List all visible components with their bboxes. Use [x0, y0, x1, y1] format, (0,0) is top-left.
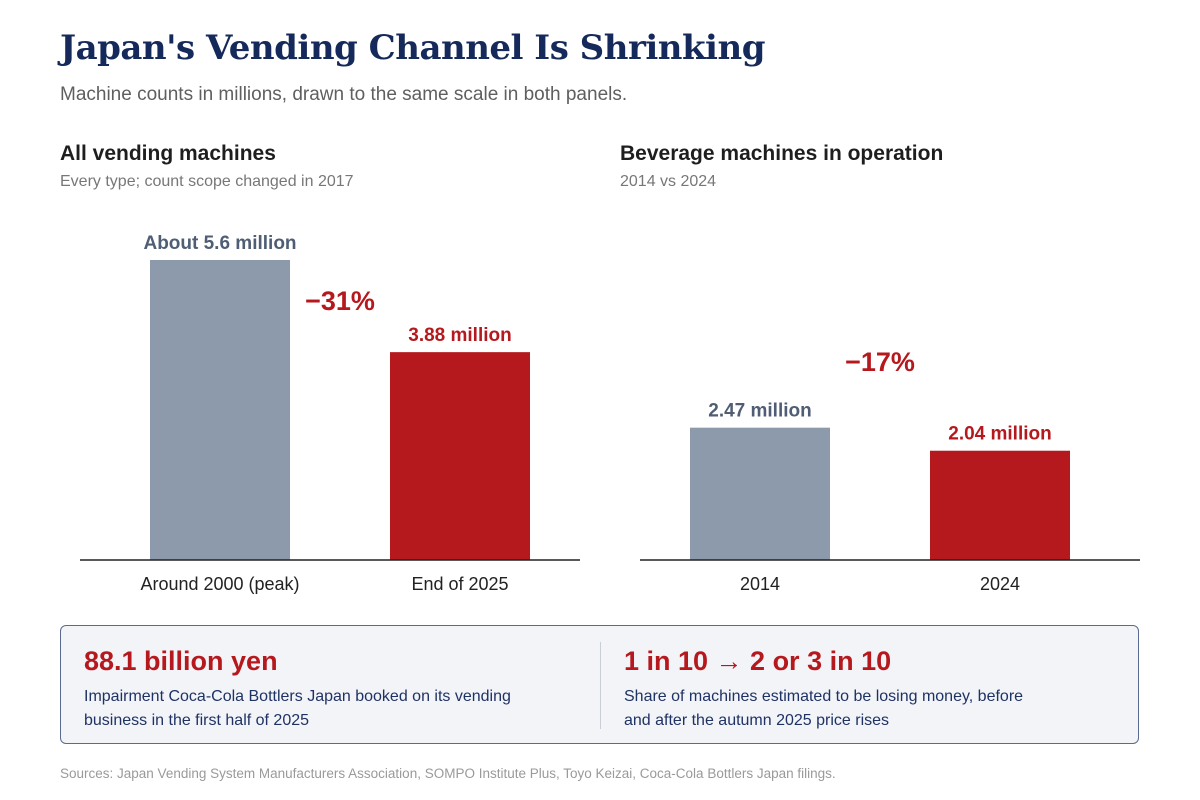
bar-value-label: 2.04 million	[948, 424, 1051, 445]
bar	[690, 427, 830, 560]
panel-subtitle-all-machines: Every type; count scope changed in 2017	[60, 173, 354, 190]
category-tick-label: End of 2025	[411, 574, 508, 594]
bar	[930, 450, 1070, 560]
percent-change-label: −17%	[845, 347, 915, 377]
category-tick-label: 2014	[740, 574, 780, 594]
bar	[150, 260, 290, 560]
callout-stat: 1 in 10 → 2 or 3 in 10	[624, 646, 892, 676]
sources-note: Sources: Japan Vending System Manufactur…	[60, 766, 836, 781]
category-tick-label: 2024	[980, 574, 1020, 594]
category-tick-label: Around 2000 (peak)	[140, 574, 299, 594]
callout-description: Impairment Coca-Cola Bottlers Japan book…	[84, 688, 511, 729]
percent-change-label: −31%	[305, 286, 375, 316]
bar	[390, 352, 530, 560]
bar-charts: About 5.6 million Around 2000 (peak) 3.88 …	[80, 233, 1140, 594]
callout-stat: 88.1 billion yen	[84, 646, 278, 676]
page-title: Japan's Vending Channel Is Shrinking	[60, 28, 765, 68]
panel-title-beverage-machines: Beverage machines in operation	[620, 142, 944, 165]
bar-value-label: 2.47 million	[708, 401, 811, 422]
bar-value-label: 3.88 million	[408, 325, 511, 346]
callout-box: 88.1 billion yen Impairment Coca-Cola Bo…	[60, 625, 1139, 744]
callout-divider	[600, 642, 601, 729]
panel-title-all-machines: All vending machines	[60, 142, 276, 165]
bar-value-label: About 5.6 million	[143, 233, 296, 254]
callout-description: Share of machines estimated to be losing…	[624, 688, 1024, 729]
page-subtitle: Machine counts in millions, drawn to the…	[60, 84, 628, 105]
panel-subtitle-beverage-machines: 2014 vs 2024	[620, 173, 717, 190]
